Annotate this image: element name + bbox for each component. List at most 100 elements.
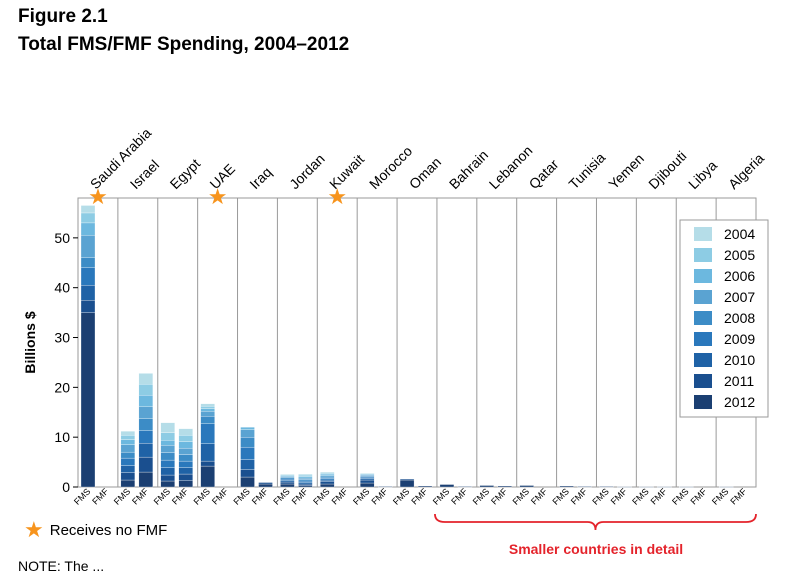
bar-segment-egypt-fmf-2012 — [178, 480, 193, 488]
bar-segment-saudi-arabia-fms-2006 — [80, 222, 96, 236]
bar-kind-label: FMF — [529, 486, 550, 507]
bar-segment-israel-fmf-2011 — [138, 456, 154, 473]
no-fmf-note: ★ Receives no FMF — [24, 519, 167, 541]
legend-swatch — [694, 311, 712, 325]
bar-segment-israel-fms-2007 — [120, 444, 136, 453]
bar-segment-uae-fms-2004 — [200, 403, 215, 407]
bar-segment-morocco-fms-2012 — [360, 482, 375, 488]
bar-segment-kuwait-fms-2009 — [320, 478, 335, 481]
bar-segment-egypt-fms-2011 — [160, 474, 175, 482]
bar-segment-morocco-fms-2009 — [360, 476, 375, 479]
bar-segment-egypt-fms-2004 — [160, 422, 175, 433]
bar-segment-israel-fms-2005 — [120, 435, 136, 440]
legend-label: 2008 — [724, 310, 755, 326]
bar-segment-uae-fms-2009 — [200, 423, 215, 444]
legend-swatch — [694, 332, 712, 346]
bar-segment-israel-fms-2011 — [120, 472, 136, 481]
bar-segment-morocco-fms-2011 — [360, 479, 375, 484]
bar-segment-jordan-fmf-2004 — [298, 473, 313, 476]
bar-segment-lebanon-fms-2012 — [479, 485, 494, 488]
bar-segment-djibouti-fmf-2012 — [657, 486, 672, 488]
bar-segment-saudi-arabia-fms-2012 — [80, 312, 96, 488]
bar-segment-iraq-fms-2007 — [240, 429, 255, 438]
bar-kind-label: FMS — [511, 486, 532, 507]
bar-segment-jordan-fms-2011 — [280, 481, 295, 485]
y-tick-label: 50 — [54, 230, 70, 246]
bar-segment-israel-fmf-2009 — [138, 430, 154, 444]
country-label: Iraq — [246, 164, 274, 192]
bar-segment-algeria-fms-2012 — [718, 486, 734, 488]
bar-segment-israel-fmf-2007 — [138, 406, 154, 419]
country-label: Yemen — [605, 150, 647, 192]
bar-segment-kuwait-fms-2007 — [320, 475, 335, 478]
legend-swatch — [694, 269, 712, 283]
y-tick-label: 0 — [62, 479, 70, 495]
no-fmf-note-label: Receives no FMF — [49, 521, 168, 539]
figure-label: Figure 2.1 — [18, 6, 108, 27]
bar-segment-jordan-fms-2010 — [280, 480, 295, 483]
bar-kind-label: FMF — [569, 486, 590, 507]
bar-segment-saudi-arabia-fms-2008 — [80, 257, 96, 268]
bar-segment-jordan-fmf-2006 — [298, 476, 313, 479]
bar-segment-kuwait-fms-2010 — [320, 479, 335, 482]
no-fmf-star-icon: ★ — [208, 184, 228, 209]
bar-kind-label: FMF — [290, 486, 311, 507]
legend-label: 2005 — [724, 247, 755, 263]
bar-segment-egypt-fmf-2006 — [178, 441, 193, 449]
bar-segment-morocco-fms-2010 — [360, 478, 375, 481]
country-label: Egypt — [167, 155, 204, 192]
bar-segment-jordan-fmf-2011 — [298, 483, 313, 486]
country-label: Israel — [127, 157, 163, 193]
legend-swatch — [694, 227, 712, 241]
bar-kind-label: FMF — [728, 486, 749, 507]
bar-kind-label: FMF — [649, 486, 670, 507]
bar-kind-label: FMS — [72, 486, 93, 507]
country-label: Qatar — [526, 156, 562, 192]
bar-segment-oman-fmf-2012 — [417, 485, 433, 488]
bar-segment-bahrain-fmf-2012 — [457, 486, 473, 488]
star-icon: ★ — [24, 517, 44, 542]
bar-segment-egypt-fms-2006 — [160, 440, 175, 446]
bar-segment-uae-fms-2012 — [200, 465, 215, 488]
bar-kind-label: FMF — [688, 486, 709, 507]
bar-segment-israel-fmf-2004 — [138, 373, 154, 385]
bar-kind-label: FMS — [311, 486, 332, 507]
bar-kind-label: FMF — [449, 486, 470, 507]
bar-kind-label: FMS — [112, 486, 133, 507]
bar-segment-egypt-fms-2010 — [160, 467, 175, 476]
bar-segment-israel-fms-2010 — [120, 465, 136, 473]
bar-segment-iraq-fmf-2012 — [258, 483, 273, 488]
legend-swatch — [694, 395, 712, 409]
bar-kind-label: FMF — [250, 486, 271, 507]
bar-segment-bahrain-fms-2012 — [439, 484, 455, 488]
bar-segment-jordan-fmf-2010 — [298, 482, 313, 485]
no-fmf-star-icon: ★ — [327, 184, 347, 209]
legend-label: 2012 — [724, 394, 755, 410]
bar-kind-label: FMS — [152, 486, 173, 507]
note-text: NOTE: The ... — [18, 558, 105, 574]
legend-swatch — [694, 290, 712, 304]
bar-segment-qatar-fms-2012 — [519, 485, 534, 488]
chart-title: Total FMS/FMF Spending, 2004–2012 — [18, 34, 350, 55]
smaller-countries-bracket — [434, 513, 757, 531]
bar-segment-morocco-fmf-2012 — [378, 486, 393, 488]
bar-segment-iraq-fms-2011 — [240, 469, 255, 478]
bar-segment-egypt-fmf-2010 — [178, 467, 193, 475]
bar-kind-label: FMS — [431, 486, 452, 507]
bar-segment-jordan-fmf-2007 — [298, 477, 313, 480]
bar-segment-egypt-fms-2009 — [160, 459, 175, 468]
bar-segment-israel-fmf-2012 — [138, 471, 154, 488]
bar-segment-uae-fms-2010 — [200, 443, 215, 462]
bar-segment-jordan-fms-2004 — [280, 473, 295, 475]
country-label: Jordan — [286, 151, 328, 193]
bar-segment-yemen-fms-2012 — [599, 486, 614, 488]
bar-segment-jordan-fmf-2005 — [298, 474, 313, 477]
bar-segment-egypt-fmf-2009 — [178, 460, 193, 468]
bar-segment-saudi-arabia-fms-2004 — [80, 205, 96, 214]
bar-segment-jordan-fmf-2012 — [298, 485, 313, 488]
bar-segment-israel-fms-2012 — [120, 479, 136, 488]
bar-segment-egypt-fmf-2004 — [178, 428, 193, 436]
country-label: Algeria — [725, 150, 767, 192]
bar-kind-label: FMS — [550, 486, 571, 507]
